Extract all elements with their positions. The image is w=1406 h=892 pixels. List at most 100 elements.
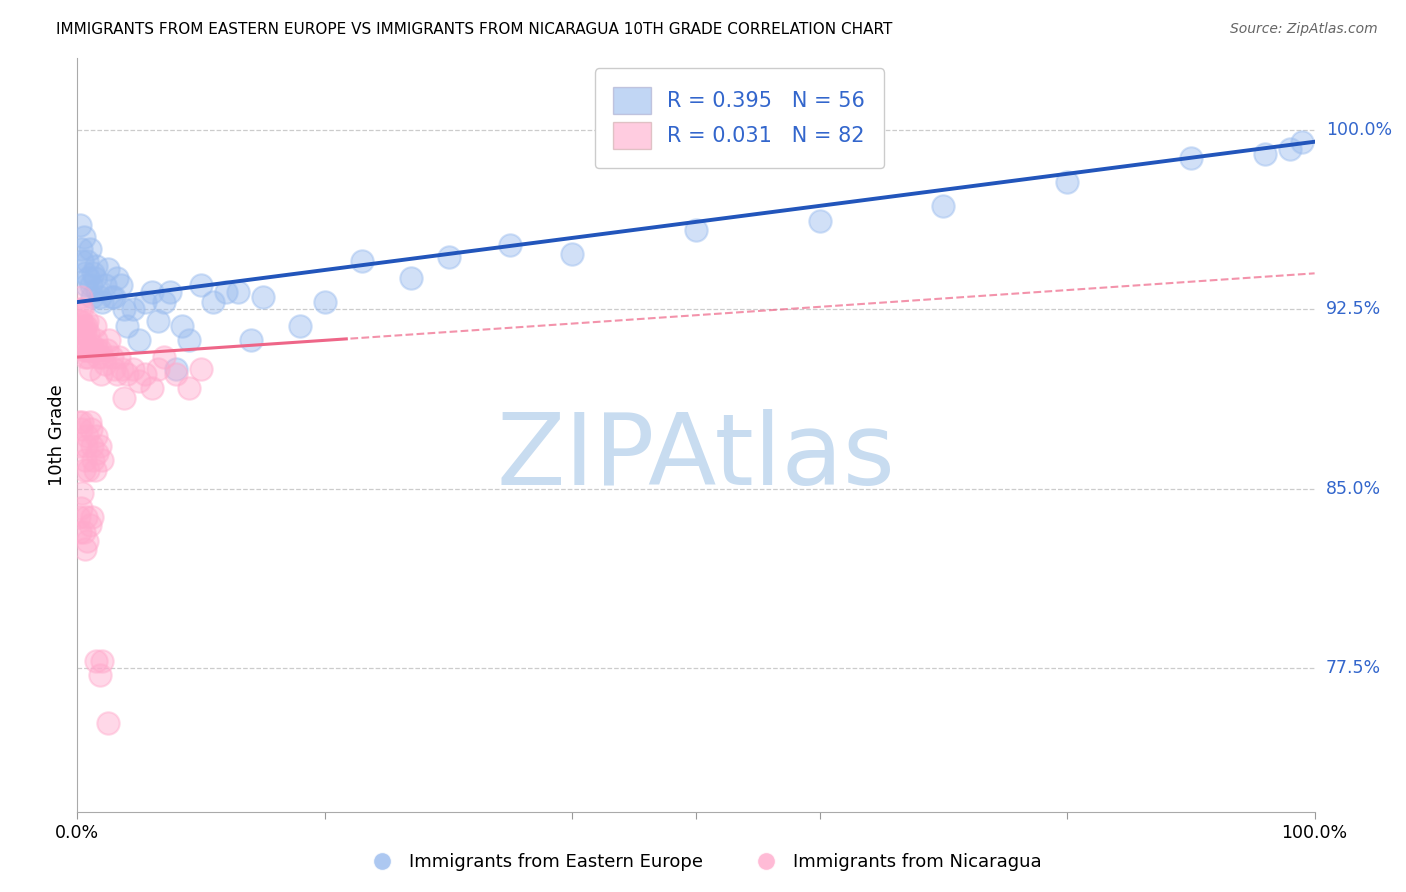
Point: [80, 278, 103, 293]
Point: [69, 326, 91, 340]
Point: [79, 243, 101, 257]
Point: [75, 439, 97, 453]
Point: [561, 247, 583, 261]
Point: [141, 285, 163, 300]
Point: [80, 343, 103, 357]
Point: [84, 334, 107, 348]
Point: [67, 314, 90, 328]
Point: [215, 285, 238, 300]
Point: [79, 343, 101, 357]
Point: [82, 290, 104, 304]
Point: [84, 429, 107, 443]
Point: [67, 415, 90, 429]
Point: [82, 453, 104, 467]
Point: [67, 510, 90, 524]
Point: [98, 334, 121, 348]
Point: [190, 362, 212, 376]
Point: [93, 357, 115, 371]
Point: [1254, 146, 1277, 161]
Point: [70, 422, 93, 436]
Point: [146, 314, 169, 328]
Point: [91, 295, 114, 310]
Point: [101, 290, 124, 304]
Point: [90, 367, 112, 381]
Point: [159, 285, 181, 300]
Point: [91, 654, 114, 668]
Point: [82, 510, 104, 524]
Point: [146, 362, 169, 376]
Point: [685, 223, 707, 237]
Point: [288, 318, 311, 333]
Point: [103, 362, 125, 376]
Point: [75, 510, 97, 524]
Point: [153, 295, 176, 310]
Point: [86, 343, 108, 357]
Point: [70, 243, 93, 257]
Point: [72, 302, 94, 317]
Point: [226, 285, 249, 300]
Point: [72, 415, 94, 429]
Point: [89, 668, 111, 682]
Text: Source: ZipAtlas.com: Source: ZipAtlas.com: [1230, 22, 1378, 37]
Point: [70, 314, 93, 328]
Point: [86, 446, 108, 460]
Point: [70, 290, 93, 304]
Point: [73, 453, 96, 467]
Legend: R = 0.395   N = 56, R = 0.031   N = 82: R = 0.395 N = 56, R = 0.031 N = 82: [595, 69, 884, 168]
Point: [89, 439, 111, 453]
Point: [932, 199, 955, 213]
Point: [69, 524, 91, 539]
Point: [808, 213, 831, 227]
Point: [72, 462, 94, 476]
Point: [93, 278, 115, 293]
Point: [82, 266, 104, 280]
Point: [73, 266, 96, 280]
Point: [72, 343, 94, 357]
Point: [75, 343, 97, 357]
Point: [82, 343, 104, 357]
Point: [177, 381, 200, 395]
Point: [80, 422, 103, 436]
Point: [77, 462, 100, 476]
Point: [110, 278, 132, 293]
Point: [115, 318, 138, 333]
Point: [108, 350, 131, 364]
Point: [73, 350, 96, 364]
Point: [76, 429, 98, 443]
Text: ZIPAtlas: ZIPAtlas: [496, 409, 896, 506]
Point: [350, 254, 373, 268]
Point: [69, 219, 91, 233]
Point: [72, 524, 94, 539]
Point: [72, 254, 94, 268]
Point: [122, 362, 145, 376]
Point: [72, 326, 94, 340]
Point: [83, 318, 105, 333]
Point: [79, 415, 101, 429]
Y-axis label: 10th Grade: 10th Grade: [48, 384, 66, 486]
Point: [73, 541, 96, 556]
Point: [115, 367, 138, 381]
Point: [134, 367, 156, 381]
Point: [79, 517, 101, 532]
Point: [105, 271, 128, 285]
Point: [79, 362, 101, 376]
Point: [252, 290, 274, 304]
Point: [1056, 175, 1078, 189]
Point: [75, 278, 97, 293]
Point: [69, 439, 91, 453]
Point: [128, 374, 150, 388]
Point: [77, 350, 100, 364]
Point: [82, 439, 104, 453]
Point: [172, 318, 194, 333]
Text: 92.5%: 92.5%: [1326, 301, 1381, 318]
Point: [134, 295, 156, 310]
Point: [314, 295, 336, 310]
Point: [91, 453, 114, 467]
Point: [77, 271, 100, 285]
Point: [141, 381, 163, 395]
Point: [239, 334, 262, 348]
Point: [153, 350, 176, 364]
Point: [97, 261, 120, 276]
Point: [177, 334, 200, 348]
Point: [76, 338, 98, 352]
